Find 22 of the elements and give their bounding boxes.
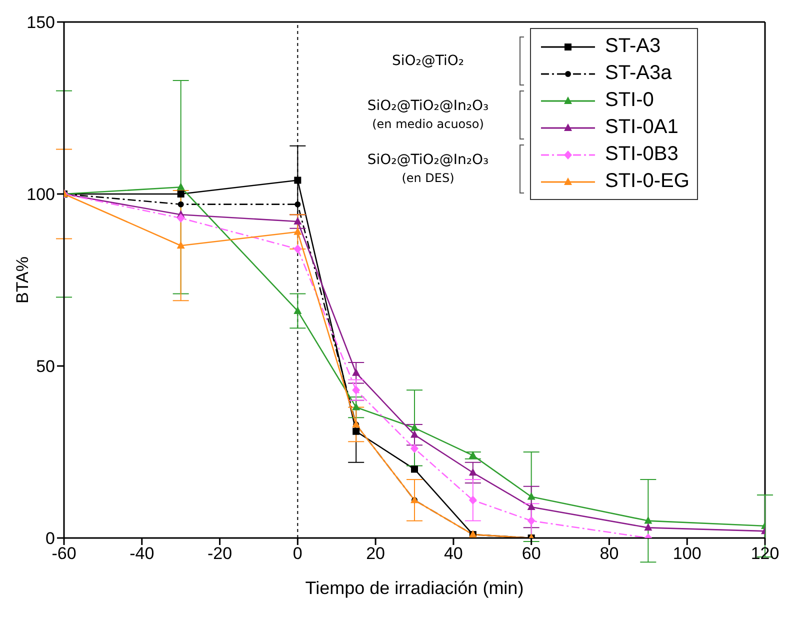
y-tick-label: 50 [36, 357, 55, 376]
x-tick-label: -40 [130, 544, 154, 564]
x-tick-label: 80 [600, 544, 619, 564]
legend-label: ST-A3a [605, 62, 672, 85]
annotation: SiO₂@TiO₂ [392, 52, 464, 70]
y-axis-title: BTA% [13, 256, 32, 304]
x-tick-label: 60 [522, 544, 541, 564]
x-tick-label: 0 [292, 544, 302, 564]
annotation: SiO₂@TiO₂@In₂O₃ (en medio acuoso) [367, 97, 489, 133]
legend-label: ST-A3 [605, 35, 661, 58]
legend-label: STI-0A1 [605, 116, 678, 139]
x-tick-label: 100 [672, 544, 702, 564]
legend-label: STI-0 [605, 89, 654, 112]
x-tick-label: 40 [444, 544, 463, 564]
y-tick-label: 100 [26, 185, 55, 204]
x-tick-label: 20 [366, 544, 386, 564]
x-tick-label: -20 [207, 544, 232, 564]
legend-label: STI-0B3 [605, 143, 678, 166]
y-tick-label: 150 [26, 13, 55, 32]
annotation: SiO₂@TiO₂@In₂O₃ (en DES) [367, 151, 489, 187]
x-axis-title: Tiempo de irradiación (min) [305, 578, 524, 598]
legend-label: STI-0-EG [605, 170, 690, 193]
